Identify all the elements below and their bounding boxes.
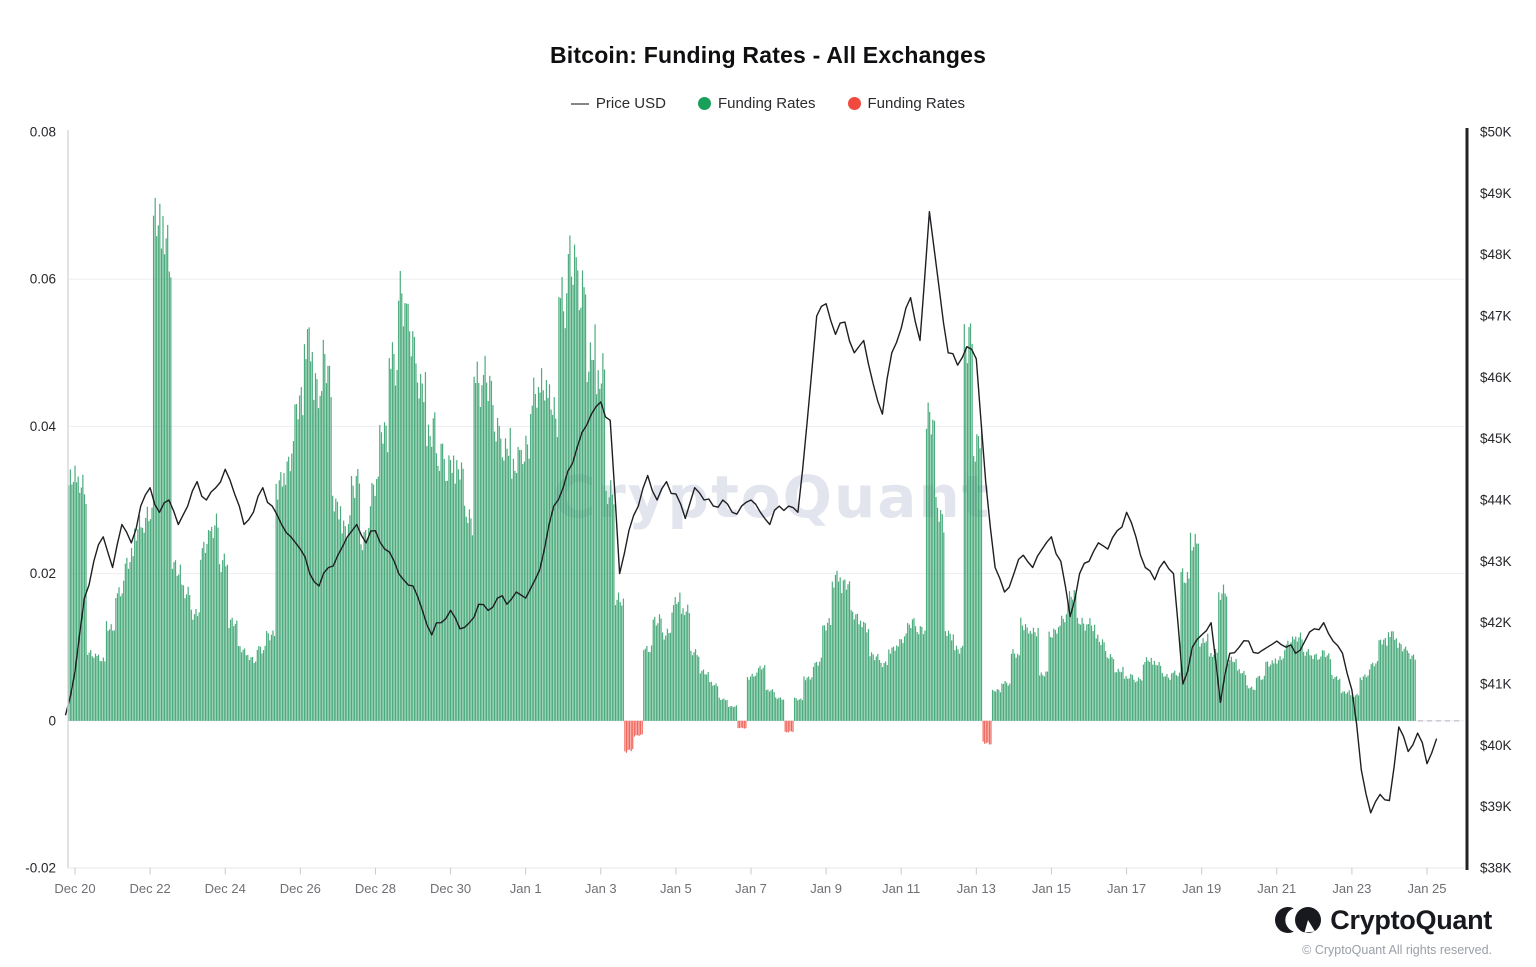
left-axis-labels: 0.08 0.06 0.04 0.02 0 -0.02 [25,125,56,876]
right-axis-tick-label: $46K [1480,370,1512,385]
x-axis-tick-label: Jan 15 [1032,881,1071,896]
left-axis-tick-label: 0.08 [30,125,56,140]
x-axis-tick-label: Jan 19 [1182,881,1221,896]
left-axis-tick-label: -0.02 [25,861,56,876]
x-axis-tick-label: Jan 21 [1257,881,1296,896]
left-axis-tick-label: 0 [48,713,56,728]
x-axis-tick-label: Dec 22 [130,881,171,896]
right-axis-tick-label: $45K [1480,431,1512,446]
x-axis-tick-label: Dec 20 [54,881,95,896]
x-axis-tick-label: Jan 13 [957,881,996,896]
watermark-text: CryptoQuant [553,463,992,531]
footer-branding: CryptoQuant © CryptoQuant All rights res… [1275,900,1492,957]
x-axis-tick-label: Jan 1 [510,881,542,896]
x-axis-labels: Dec 20 Dec 22 Dec 24 Dec 26 Dec 28 Dec 30 Jan … [54,868,1447,896]
right-axis-tick-label: $41K [1480,677,1512,692]
x-axis-tick-label: Jan 5 [660,881,692,896]
right-axis-tick-label: $40K [1480,738,1512,753]
chart-title: Bitcoin: Funding Rates - All Exchanges [549,42,987,68]
right-axis-tick-label: $38K [1480,861,1512,876]
price-line-marker-icon [570,102,589,105]
x-axis-tick-label: Jan 25 [1407,881,1446,896]
gridlines [68,278,1464,869]
legend-label-price-usd: Price USD [595,95,666,112]
x-axis-tick-label: Jan 7 [735,881,767,896]
brand-row: CryptoQuant [1275,900,1492,940]
x-axis-tick-label: Dec 28 [355,881,396,896]
right-axis-tick-label: $50K [1480,125,1512,140]
right-axis-tick-label: $49K [1480,186,1512,201]
right-axis-tick-label: $48K [1480,247,1512,262]
left-axis-tick-label: 0.06 [30,272,56,287]
x-axis-tick-label: Dec 26 [280,881,321,896]
x-axis-tick-label: Jan 23 [1332,881,1371,896]
right-axis-labels: $50K $49K $48K $47K $46K $45K $44K $43K $42K $41K… [1480,125,1512,876]
cryptoquant-logo-icon [1275,907,1322,933]
x-axis-tick-label: Dec 30 [430,881,471,896]
price-line [64,211,1438,814]
green-dot-icon [697,97,711,110]
legend-item-funding-rates-negative[interactable]: Funding Rates [847,95,966,112]
right-axis-tick-label: $42K [1480,615,1512,630]
x-axis-tick-label: Jan 9 [810,881,842,896]
left-axis-tick-label: 0.02 [30,566,56,581]
left-axis-tick-label: 0.04 [30,419,57,434]
right-axis-tick-label: $39K [1480,799,1512,814]
legend-item-funding-rates-positive[interactable]: Funding Rates [697,95,816,112]
x-axis-tick-label: Jan 11 [882,881,920,896]
legend-label-funding-rates-positive: Funding Rates [717,95,816,112]
right-axis-tick-label: $43K [1480,554,1512,569]
legend-label-funding-rates-negative: Funding Rates [867,95,966,112]
legend: Price USD Funding Rates Funding Rates [0,95,1536,112]
x-axis-tick-label: Jan 3 [585,881,617,896]
legend-item-price-usd[interactable]: Price USD [570,95,666,112]
brand-name: CryptoQuant [1330,904,1492,935]
x-axis-tick-label: Jan 17 [1107,881,1146,896]
copyright-text: © CryptoQuant All rights reserved. [1302,943,1492,957]
funding-rate-bars [68,197,1416,753]
right-axis-tick-label: $47K [1480,309,1512,324]
red-dot-icon [847,97,861,110]
x-axis-tick-label: Dec 24 [205,881,246,896]
right-axis-tick-label: $44K [1480,493,1512,508]
